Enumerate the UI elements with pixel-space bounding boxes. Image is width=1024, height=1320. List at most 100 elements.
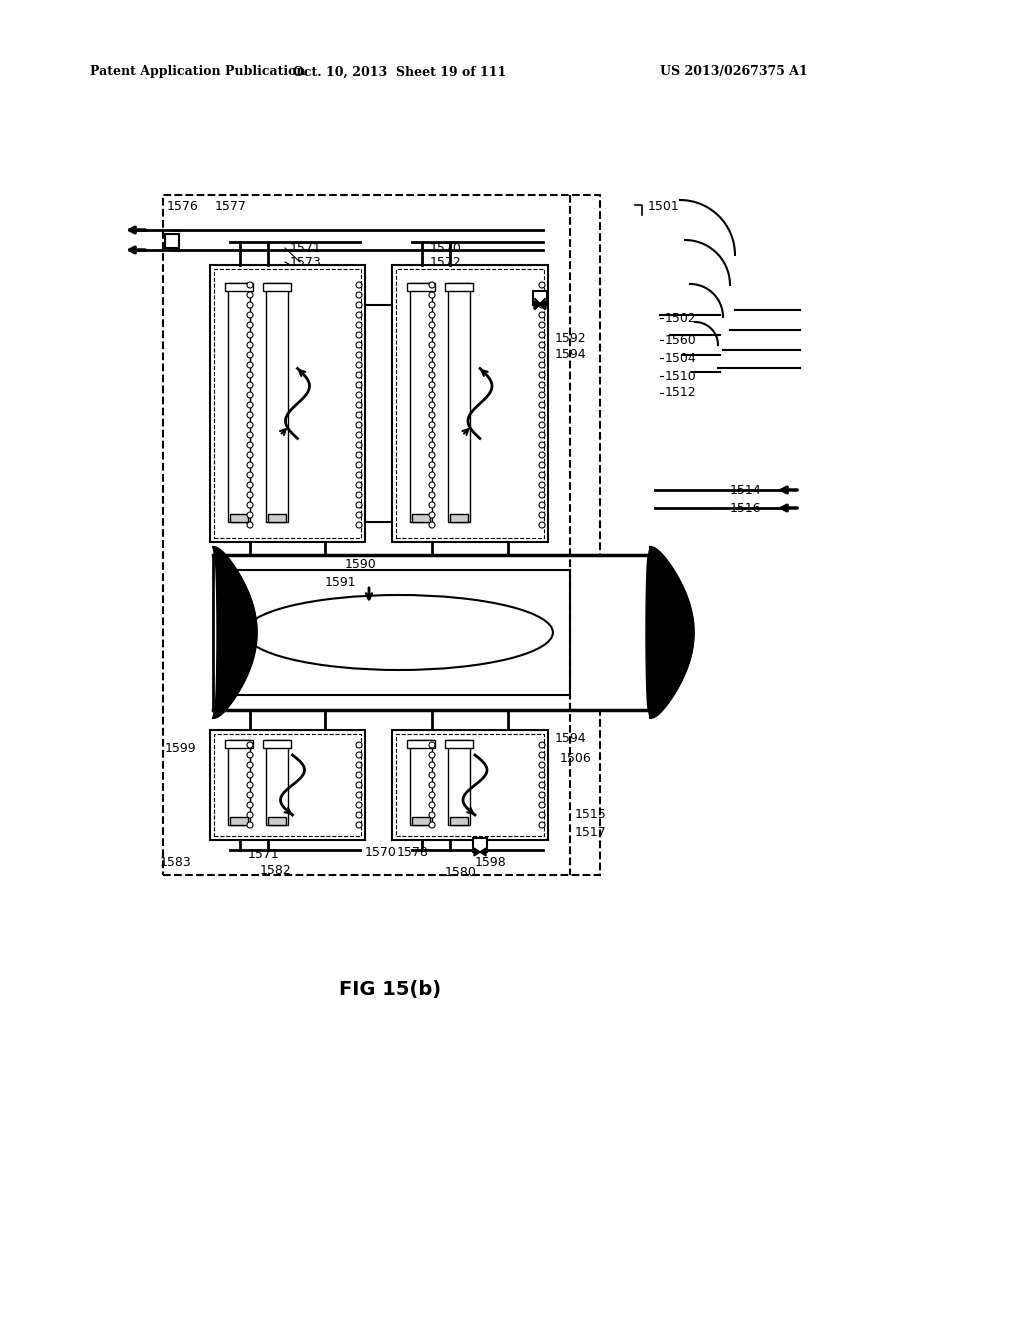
Circle shape bbox=[539, 442, 545, 447]
Text: 1594: 1594 bbox=[555, 731, 587, 744]
Circle shape bbox=[356, 432, 362, 438]
Bar bbox=[266, 741, 288, 825]
Text: 1570: 1570 bbox=[430, 242, 462, 255]
Circle shape bbox=[539, 333, 545, 338]
Text: 1578: 1578 bbox=[397, 846, 429, 858]
Text: Patent Application Publication: Patent Application Publication bbox=[90, 66, 305, 78]
Circle shape bbox=[429, 412, 435, 418]
Circle shape bbox=[247, 803, 253, 808]
Bar bbox=[225, 741, 253, 748]
Circle shape bbox=[539, 781, 545, 788]
Circle shape bbox=[356, 451, 362, 458]
Circle shape bbox=[356, 521, 362, 528]
Circle shape bbox=[247, 772, 253, 777]
Bar bbox=[268, 513, 286, 521]
Bar bbox=[213, 554, 650, 710]
Polygon shape bbox=[540, 301, 546, 309]
Circle shape bbox=[247, 302, 253, 308]
Circle shape bbox=[247, 432, 253, 438]
Circle shape bbox=[247, 502, 253, 508]
Circle shape bbox=[356, 482, 362, 488]
Circle shape bbox=[429, 521, 435, 528]
Circle shape bbox=[539, 432, 545, 438]
Bar bbox=[210, 730, 365, 840]
Circle shape bbox=[429, 292, 435, 298]
Text: 1501: 1501 bbox=[648, 201, 680, 214]
Circle shape bbox=[429, 442, 435, 447]
Circle shape bbox=[539, 282, 545, 288]
Text: 1512: 1512 bbox=[665, 387, 696, 400]
Bar bbox=[228, 282, 250, 521]
Circle shape bbox=[429, 282, 435, 288]
Circle shape bbox=[356, 822, 362, 828]
Bar bbox=[230, 513, 248, 521]
Polygon shape bbox=[534, 301, 540, 309]
Circle shape bbox=[429, 492, 435, 498]
Circle shape bbox=[247, 403, 253, 408]
Circle shape bbox=[247, 352, 253, 358]
Circle shape bbox=[539, 462, 545, 469]
Circle shape bbox=[247, 381, 253, 388]
Circle shape bbox=[247, 482, 253, 488]
Bar bbox=[534, 290, 547, 305]
Circle shape bbox=[247, 372, 253, 378]
Circle shape bbox=[429, 322, 435, 327]
Text: 1583: 1583 bbox=[160, 855, 191, 869]
Bar bbox=[450, 817, 468, 825]
Text: 1571: 1571 bbox=[248, 849, 280, 862]
Circle shape bbox=[539, 342, 545, 348]
Circle shape bbox=[429, 512, 435, 517]
Bar bbox=[445, 282, 473, 290]
Circle shape bbox=[356, 362, 362, 368]
Bar bbox=[407, 282, 435, 290]
Circle shape bbox=[429, 742, 435, 748]
Circle shape bbox=[247, 792, 253, 799]
Bar bbox=[396, 269, 544, 539]
Circle shape bbox=[356, 322, 362, 327]
Circle shape bbox=[539, 742, 545, 748]
Circle shape bbox=[539, 752, 545, 758]
Circle shape bbox=[429, 803, 435, 808]
Circle shape bbox=[539, 492, 545, 498]
Circle shape bbox=[247, 781, 253, 788]
Circle shape bbox=[247, 362, 253, 368]
Text: FIG 15(b): FIG 15(b) bbox=[339, 981, 441, 999]
Circle shape bbox=[539, 312, 545, 318]
Circle shape bbox=[539, 362, 545, 368]
Circle shape bbox=[356, 502, 362, 508]
Text: 1580: 1580 bbox=[445, 866, 477, 879]
Circle shape bbox=[356, 312, 362, 318]
Circle shape bbox=[429, 392, 435, 399]
Text: 1515: 1515 bbox=[575, 808, 607, 821]
Circle shape bbox=[356, 492, 362, 498]
Bar bbox=[263, 741, 291, 748]
Circle shape bbox=[356, 762, 362, 768]
Circle shape bbox=[247, 451, 253, 458]
Circle shape bbox=[429, 333, 435, 338]
Circle shape bbox=[539, 322, 545, 327]
Circle shape bbox=[356, 473, 362, 478]
Circle shape bbox=[539, 372, 545, 378]
Bar bbox=[268, 817, 286, 825]
Bar bbox=[225, 282, 253, 290]
Text: 1560: 1560 bbox=[665, 334, 696, 346]
Circle shape bbox=[356, 381, 362, 388]
Bar bbox=[214, 269, 361, 539]
Bar bbox=[449, 282, 470, 521]
Circle shape bbox=[539, 772, 545, 777]
Text: 1504: 1504 bbox=[665, 351, 696, 364]
Circle shape bbox=[247, 822, 253, 828]
Circle shape bbox=[429, 762, 435, 768]
Circle shape bbox=[539, 412, 545, 418]
Circle shape bbox=[429, 752, 435, 758]
Circle shape bbox=[247, 762, 253, 768]
Circle shape bbox=[247, 333, 253, 338]
Circle shape bbox=[356, 352, 362, 358]
Text: 1517: 1517 bbox=[575, 825, 607, 838]
Circle shape bbox=[429, 781, 435, 788]
Circle shape bbox=[429, 812, 435, 818]
Bar bbox=[392, 730, 548, 840]
Circle shape bbox=[429, 352, 435, 358]
Text: US 2013/0267375 A1: US 2013/0267375 A1 bbox=[660, 66, 808, 78]
Polygon shape bbox=[646, 546, 693, 718]
